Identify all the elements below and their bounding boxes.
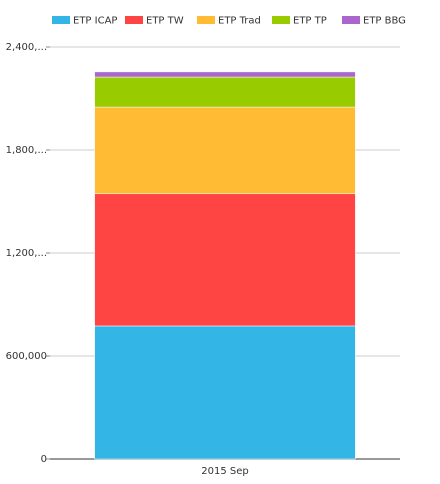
y-tick-label: 1,800,... — [6, 145, 47, 156]
legend-label: ETP BBG — [363, 16, 406, 27]
legend-label: ETP ICAP — [73, 16, 117, 27]
legend-swatch — [125, 16, 143, 24]
legend-swatch — [197, 16, 215, 24]
bar-segment — [94, 325, 356, 460]
bar-segment — [94, 76, 356, 108]
legend-label: ETP Trad — [218, 16, 261, 27]
legend-swatch — [272, 16, 290, 24]
bar-segment — [94, 106, 356, 195]
legend-swatch — [342, 16, 360, 24]
legend-label: ETP TW — [146, 16, 184, 27]
y-tick-label: 600,000 — [6, 351, 47, 362]
x-tick-label: 2015 Sep — [201, 466, 248, 477]
legend-swatch — [52, 16, 70, 24]
y-tick-label: 2,400,... — [6, 42, 47, 53]
bar-segment — [94, 193, 356, 327]
y-tick-label: 1,200,... — [6, 248, 47, 259]
bar-segment — [94, 71, 356, 78]
y-tick-label: 0 — [41, 454, 47, 465]
legend-label: ETP TP — [293, 16, 327, 27]
